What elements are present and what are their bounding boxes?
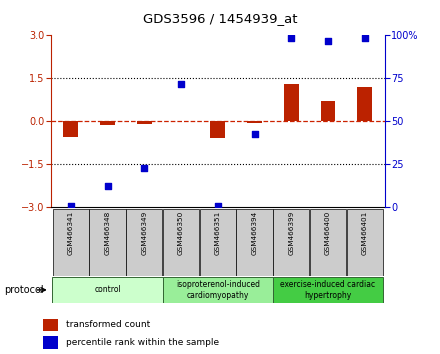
Bar [200,209,236,276]
Point [288,35,295,41]
Point [214,203,221,209]
Text: percentile rank within the sample: percentile rank within the sample [66,338,219,347]
Text: transformed count: transformed count [66,320,150,330]
Bar [137,121,152,124]
Bar [89,209,126,276]
Bar [321,101,335,121]
Bar [43,336,59,349]
Bar [347,209,383,276]
Bar [284,84,299,121]
Bar [100,121,115,125]
Bar [63,121,78,137]
Text: GSM466394: GSM466394 [252,211,257,255]
Text: control: control [94,285,121,295]
Text: GSM466400: GSM466400 [325,211,331,255]
Bar [357,87,372,121]
Text: protocol: protocol [4,285,44,295]
Bar [163,209,199,276]
Text: GSM466351: GSM466351 [215,211,221,255]
Text: GSM466350: GSM466350 [178,211,184,255]
Bar [53,209,89,276]
Text: GSM466341: GSM466341 [68,211,74,255]
Bar [310,209,346,276]
Bar [273,277,383,303]
Bar [43,319,59,331]
Bar [247,121,262,123]
Text: isoproterenol-induced
cardiomyopathy: isoproterenol-induced cardiomyopathy [176,280,260,299]
Text: GSM466349: GSM466349 [141,211,147,255]
Bar [163,277,273,303]
Point [325,38,332,44]
Text: GSM466399: GSM466399 [288,211,294,255]
Bar [236,209,273,276]
Text: GDS3596 / 1454939_at: GDS3596 / 1454939_at [143,12,297,25]
Point [141,166,148,171]
Point [67,203,74,209]
Text: GSM466348: GSM466348 [105,211,110,255]
Bar [126,209,162,276]
Bar [273,209,309,276]
Bar [52,277,163,303]
Point [177,81,184,87]
Point [361,35,368,41]
Text: exercise-induced cardiac
hypertrophy: exercise-induced cardiac hypertrophy [280,280,376,299]
Point [104,183,111,188]
Text: GSM466401: GSM466401 [362,211,368,255]
Point [251,131,258,137]
Bar [210,121,225,138]
